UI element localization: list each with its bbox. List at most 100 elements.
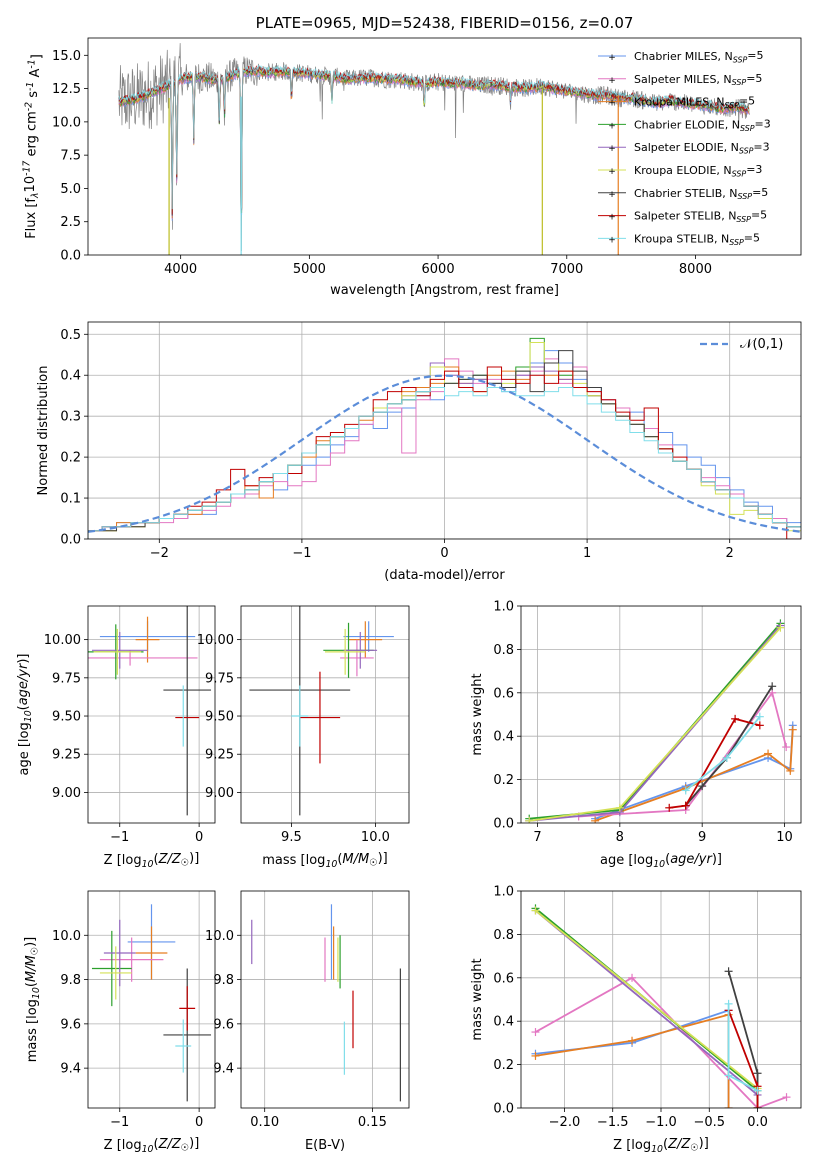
y-tick-label: 7.5: [60, 149, 81, 164]
mass-weight-line: [529, 624, 782, 822]
errorbar-point: [299, 671, 341, 764]
x-tick-label: 6000: [422, 262, 455, 277]
legend-marker: +: [608, 53, 616, 63]
y-tick-label: 0.4: [493, 1015, 514, 1030]
x-tick-label: 8000: [679, 262, 712, 277]
x-tick-label: 8: [616, 830, 624, 845]
y-tick-label: 10.00: [44, 633, 81, 648]
plot-area: [88, 322, 801, 539]
axes-frame: [240, 605, 410, 824]
y-tick-label: 0.6: [493, 971, 514, 986]
panel-age-massweight: 7 8 9 10 0.0 0.2 0.4 0.6 0.8 1.0: [493, 600, 802, 845]
errorbar-point: [91, 930, 132, 1007]
plot-area: [88, 606, 215, 823]
legend-marker: +: [608, 235, 616, 245]
errorbar-point: [343, 621, 394, 652]
panel-chart-0: 4000 5000 6000 7000 8000 0.0 2.5 5.0 7.5 10.0 12.5…: [52, 37, 802, 277]
mass-weight-line: [669, 717, 761, 809]
errorbar-point: [135, 616, 160, 663]
x-tick-label: 1: [583, 546, 591, 561]
y-tick-label: 10.0: [205, 929, 234, 944]
y-tick-label: 0.0: [493, 1102, 514, 1117]
axes-frame: [87, 605, 216, 824]
panel-mass-age: 9.5 10.0 9.00 9.25 9.50 9.75 10.00: [197, 605, 410, 845]
x-axis-label: age [log10​(age/yr)]: [600, 852, 722, 870]
axes-frame: [240, 890, 410, 1109]
histogram-series: [88, 366, 801, 539]
x-tick-label: −1: [110, 1115, 129, 1130]
y-tick-label: 1.0: [493, 885, 514, 900]
errorbar-point: [99, 946, 132, 1000]
y-tick-label: 0.2: [493, 1058, 514, 1073]
y-tick-label: 9.6: [60, 1017, 81, 1032]
y-tick-label: 5.0: [60, 182, 81, 197]
y-tick-label: 0.3: [60, 410, 81, 425]
y-axis-label: mass weight: [470, 673, 485, 755]
y-tick-label: 9.6: [213, 1017, 234, 1032]
y-tick-label: 10.00: [197, 633, 234, 648]
legend-marker: +: [608, 190, 616, 200]
y-tick-label: 9.25: [52, 748, 81, 763]
mass-weight-line: [534, 909, 759, 1108]
y-tick-label: 9.8: [213, 973, 234, 988]
x-tick-label: −2: [150, 546, 169, 561]
errorbar-point: [135, 926, 168, 980]
y-axis-label: Flux [fλ​10-17​ erg cm-2​ s-1​ A-1​]: [22, 54, 45, 239]
errorbar-point: [93, 628, 142, 675]
y-axis-label: Normed distribution: [36, 366, 51, 496]
panel-Z-age: −1 0 9.00 9.25 9.50 9.75 10.00: [44, 605, 216, 845]
panel-Z-mass: −1 0 9.4 9.6 9.8 10.0: [52, 890, 216, 1130]
y-tick-label: 2.5: [60, 215, 81, 230]
panel-EBV-mass: 0.10 0.15 9.4 9.6 9.8 10.0: [205, 890, 410, 1130]
legend-marker: +: [608, 213, 616, 223]
y-tick-label: 9.00: [205, 786, 234, 801]
legend-marker: +: [608, 121, 616, 131]
legend-entry: Kroupa ELODIE, NSSP​=3: [634, 163, 762, 178]
x-tick-label: 2: [726, 546, 734, 561]
legend-entry: Chabrier MILES, NSSP​=5: [634, 49, 764, 64]
y-tick-label: 0.1: [60, 492, 81, 507]
x-tick-label: −1.0: [645, 1115, 677, 1130]
legend-entry: Kroupa STELIB, NSSP​=5: [634, 231, 760, 246]
errorbar-point: [103, 919, 136, 987]
y-tick-label: 9.00: [52, 786, 81, 801]
x-tick-label: 9: [698, 830, 706, 845]
mass-weight-line: [534, 909, 759, 1108]
x-axis-label: wavelength [Angstrom, rest frame]: [330, 283, 559, 298]
x-axis-label: (data-model)/error: [384, 568, 505, 583]
mass-weight-line: [685, 685, 773, 807]
errorbar-point: [163, 606, 212, 816]
legend-entry: 𝒩(0,1): [740, 337, 783, 352]
legend-marker: +: [608, 76, 616, 86]
y-tick-label: 12.5: [52, 82, 81, 97]
x-axis-label: mass [log10​(M/M☉​)]: [262, 851, 388, 870]
legend-marker: +: [608, 99, 616, 109]
y-tick-label: 0.2: [493, 773, 514, 788]
errorbar-point: [348, 621, 383, 658]
y-tick-label: 15.0: [52, 49, 81, 64]
y-tick-label: 1.0: [493, 600, 514, 615]
y-tick-label: 9.75: [205, 671, 234, 686]
y-tick-label: 9.75: [52, 671, 81, 686]
chart-title: PLATE=0965, MJD=52438, FIBERID=0156, z=0…: [256, 14, 634, 32]
legend-entry: Chabrier STELIB, NSSP​=5: [634, 186, 768, 201]
x-tick-label: −1.5: [597, 1115, 629, 1130]
x-tick-label: 7: [533, 830, 541, 845]
panel-Z-massweight: −2.0 −1.5 −1.0 −0.5 0.0 0.0 0.2 0.4 0.6 0.8 1.0: [493, 885, 802, 1130]
y-tick-label: 10.0: [52, 929, 81, 944]
x-tick-label: 10.0: [361, 830, 390, 845]
y-tick-label: 0.6: [493, 686, 514, 701]
axes-frame: [520, 890, 802, 1109]
plot-area: [118, 43, 750, 255]
mass-weight-line: [529, 627, 782, 822]
panel-chart-1: −2 −1 0 1 2 0.0 0.1 0.2 0.3 0.4 0.5: [60, 321, 802, 561]
gaussian-curve: [88, 374, 801, 533]
axes-frame: [87, 37, 802, 256]
x-axis-label: Z [log10​(Z/Z☉​)]: [104, 851, 200, 870]
x-axis-label: Z [log10​(Z/Z☉​)]: [613, 1136, 709, 1155]
axes-frame: [87, 321, 802, 540]
errorbar-point: [88, 650, 198, 666]
y-axis-label: mass [log10​(M/M☉​)]: [23, 937, 42, 1063]
errorbar-point: [99, 937, 164, 982]
